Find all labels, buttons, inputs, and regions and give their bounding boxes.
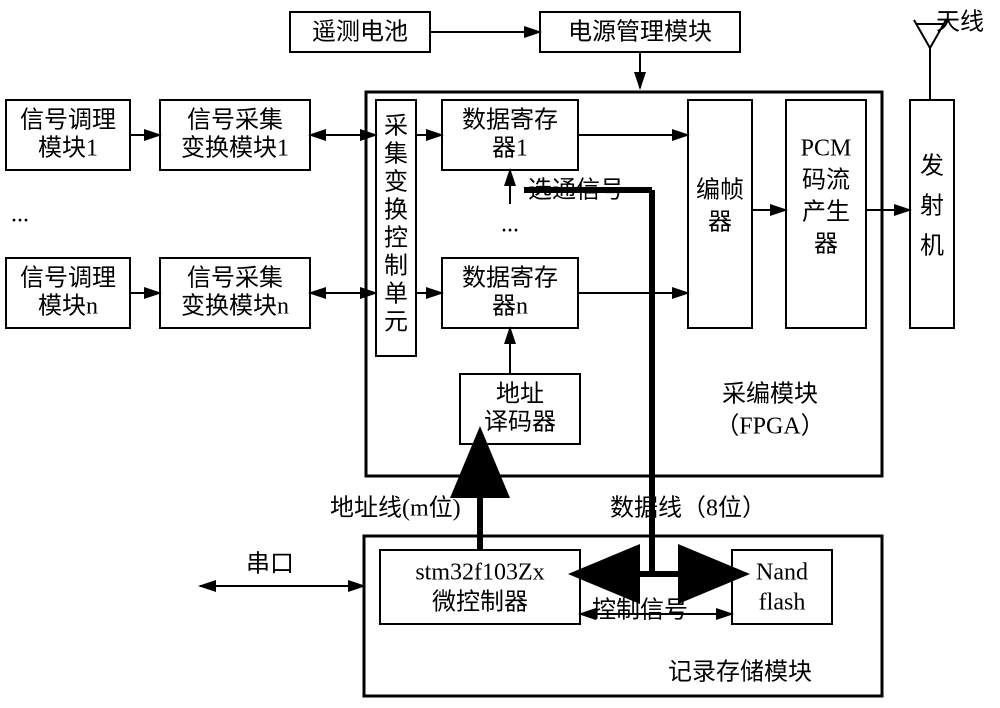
acq-ctrl-c1: 采 [384,113,408,140]
reg1-l2: 器1 [492,136,528,162]
pmm-label: 电源管理模块 [568,19,712,46]
regn-l1: 数据寄存 [462,265,558,292]
nand-l2: flash [759,590,806,616]
framer-l1: 编帧 [696,177,744,204]
addr-line-label: 地址线(m位) [330,495,461,522]
sig-cond-1-l1: 信号调理 [20,107,116,134]
antenna-label: 天线 [936,9,984,36]
data-line-label: 数据线（8位） [610,495,766,522]
dots-reg: ... [501,212,519,238]
reg1-l1: 数据寄存 [462,107,558,134]
pcm-l1: PCM [801,136,852,162]
addr-dec-l2: 译码器 [484,410,556,436]
tx-l2: 射 [920,193,944,220]
battery-label: 遥测电池 [312,19,408,46]
acq-ctrl-c2: 集 [384,141,408,168]
sig-cond-n-l1: 信号调理 [20,265,116,292]
ctrl-sig-label: 控制信号 [592,597,688,624]
store-label: 记录存储模块 [668,659,812,686]
mcu-l2: 微控制器 [432,589,528,616]
addr-dec-l1: 地址 [496,381,544,408]
dots-left: ... [11,202,29,228]
regn-l2: 器n [492,294,528,320]
fpga-l1: 采编模块 [722,381,818,408]
acq-ctrl-c4: 换 [384,197,408,224]
framer-l2: 器 [708,210,732,236]
sig-acq-1-l1: 信号采集 [187,107,283,134]
diagram-root: 遥测电池 电源管理模块 天线 信号调理 模块1 ... 信号调理 模块n 信号采… [0,0,1000,708]
sig-cond-n-l2: 模块n [38,293,98,320]
tx-l1: 发 [920,153,944,180]
tx-l3: 机 [920,233,944,260]
pcm-l2: 码流 [802,167,850,194]
acq-ctrl-c6: 制 [384,253,408,280]
mcu-l1: stm32f103Zx [415,560,544,586]
fpga-l2: （FPGA） [715,414,824,440]
sig-cond-1-l2: 模块1 [38,135,98,162]
pcm-l3: 产生 [802,199,850,226]
acq-ctrl-c7: 单 [384,281,408,308]
acq-ctrl-c8: 元 [384,310,408,336]
nand-l1: Nand [756,560,808,586]
sig-acq-n-l1: 信号采集 [187,265,283,292]
acq-ctrl-c3: 变 [384,169,408,196]
serial-label: 串口 [246,551,294,578]
sig-acq-1-l2: 变换模块1 [181,135,289,162]
acq-ctrl-c5: 控 [384,225,408,252]
sig-acq-n-l2: 变换模块n [181,293,289,320]
pcm-l4: 器 [814,232,838,258]
